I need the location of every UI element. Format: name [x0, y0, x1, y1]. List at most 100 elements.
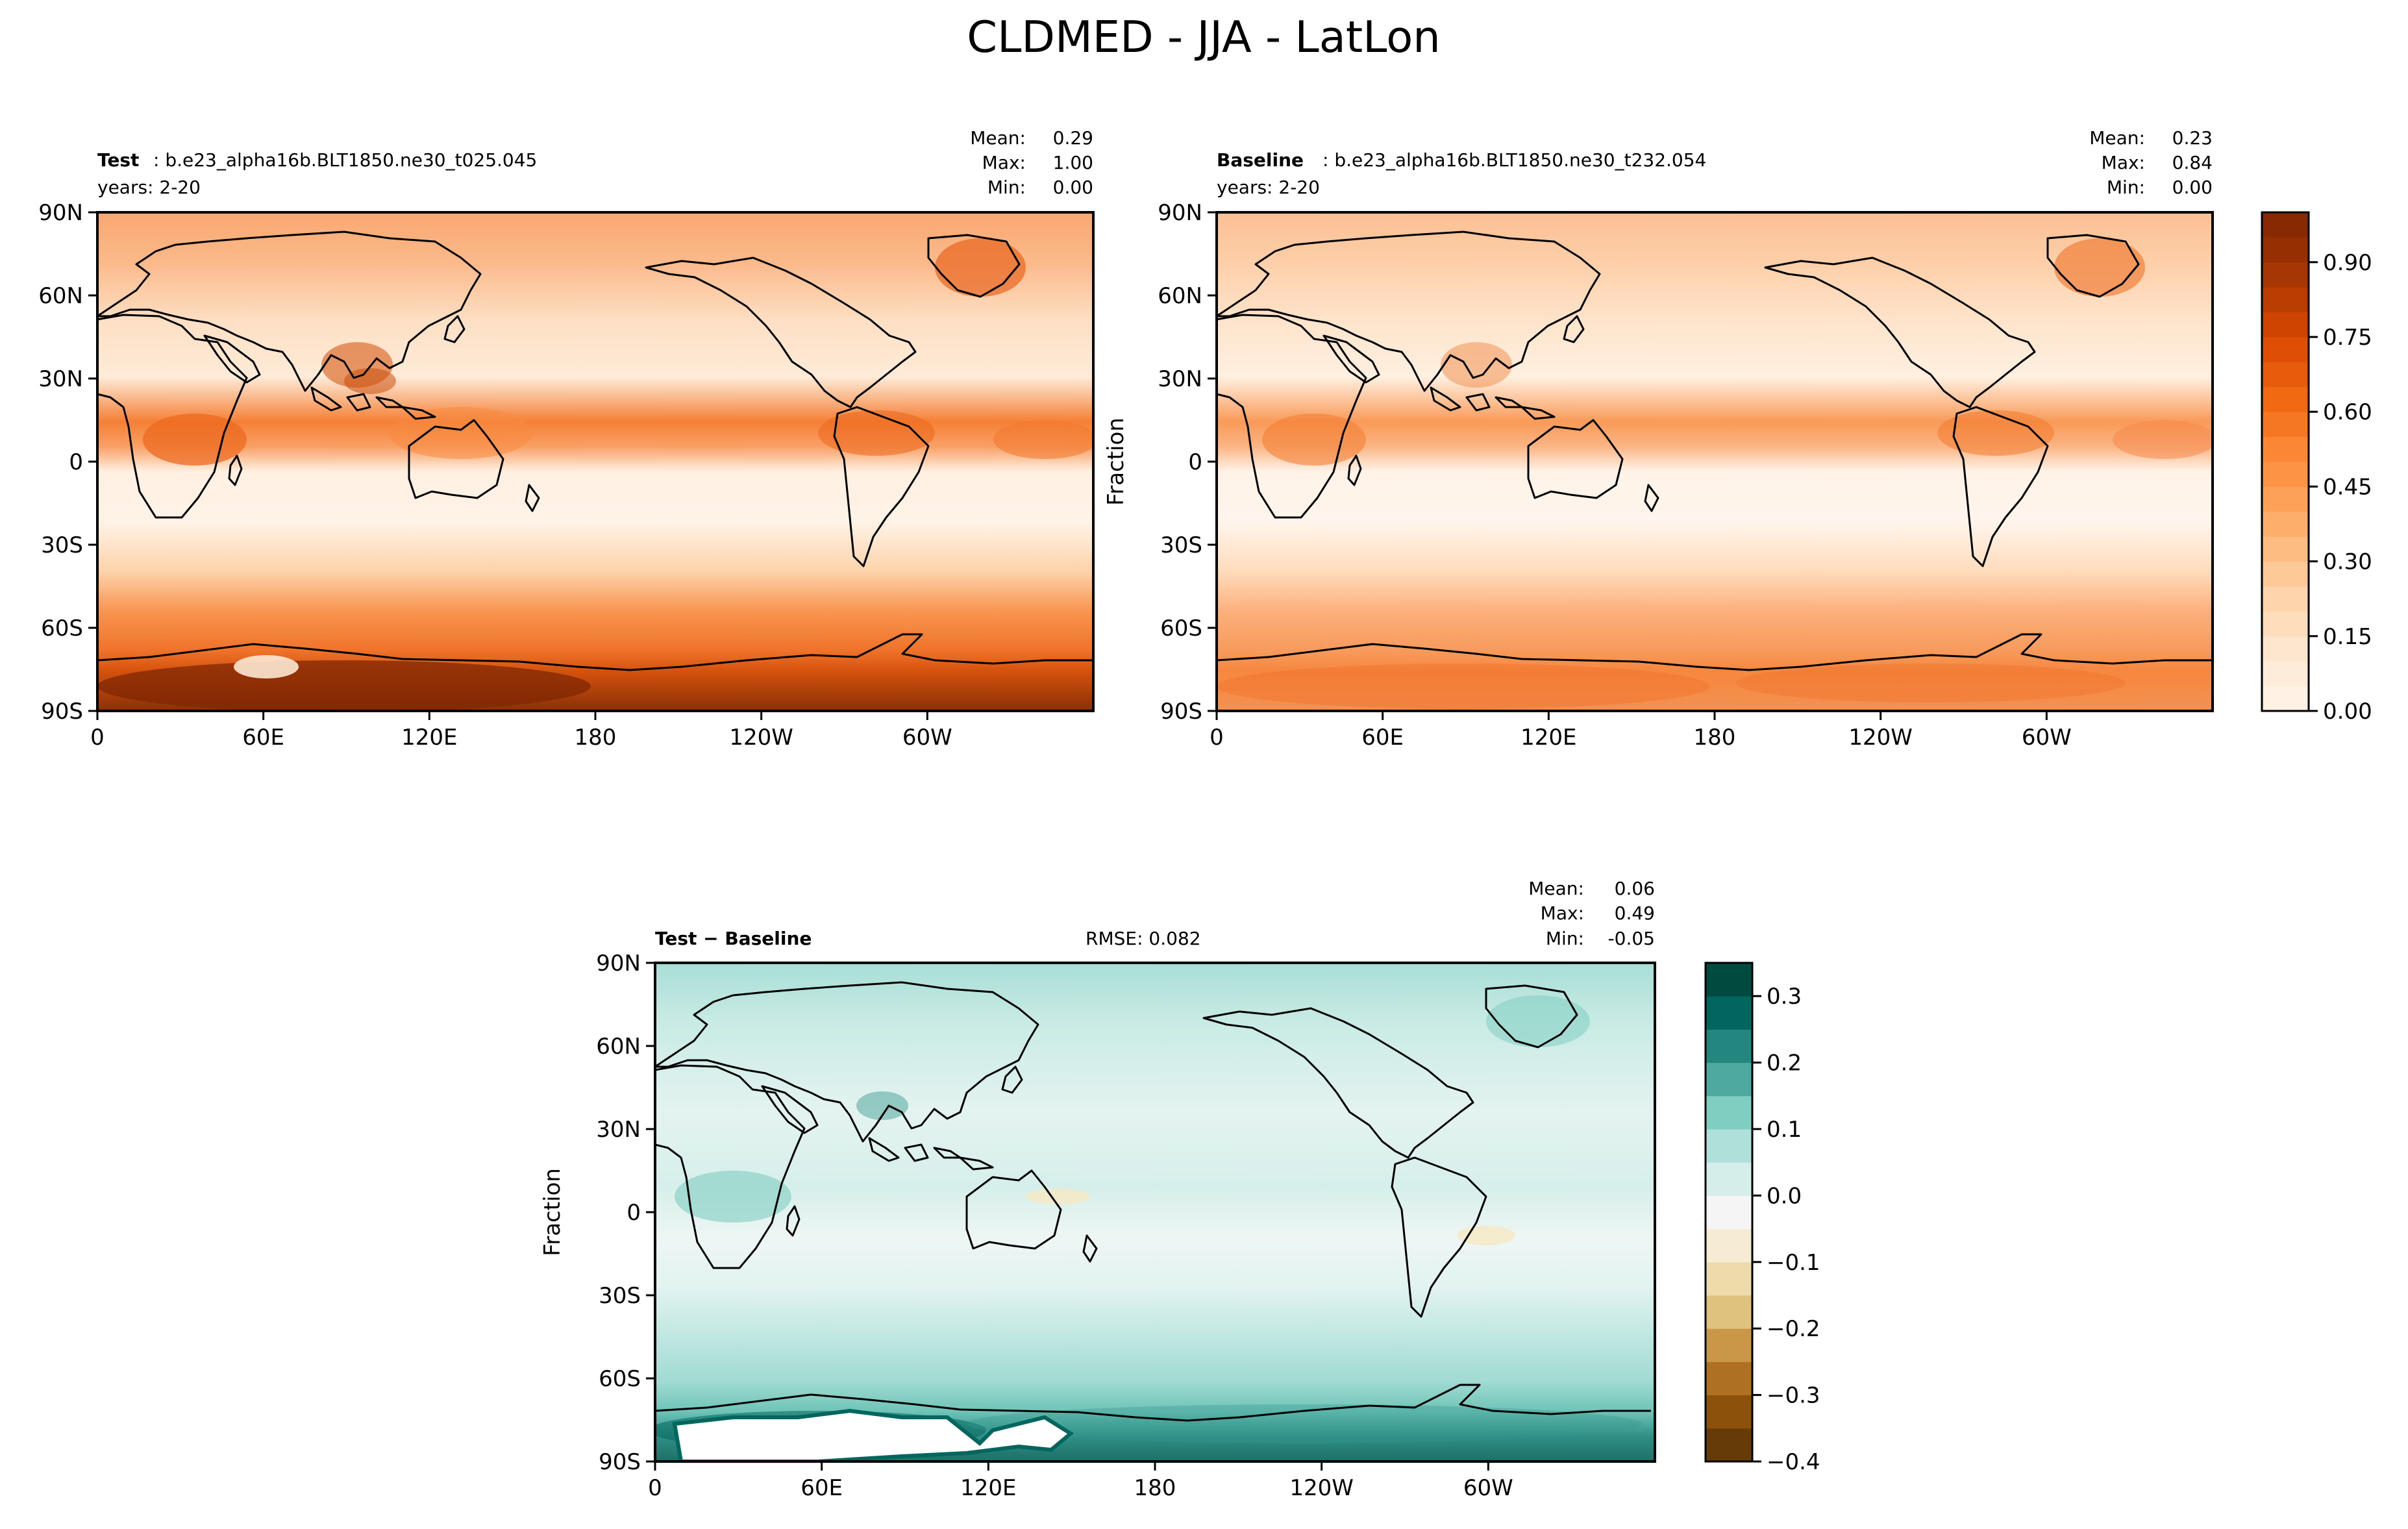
x-tick-label: 180 — [1134, 1475, 1176, 1501]
baseline-ylabel: Fraction — [1103, 417, 1129, 506]
colorbar-level — [1706, 1262, 1752, 1296]
x-tick-label: 60W — [2022, 725, 2072, 751]
baseline-mean-label: Mean: — [2089, 127, 2145, 149]
colorbar-level — [2262, 412, 2309, 438]
difference-min-label: Min: — [1546, 928, 1584, 949]
colorbar-tick-label: 0.1 — [1767, 1117, 1802, 1143]
colorbar-level — [2262, 212, 2309, 238]
baseline-min-label: Min: — [2107, 177, 2145, 198]
y-tick-label: 0 — [1188, 449, 1202, 475]
colorbar-tick-label: 0.2 — [1767, 1050, 1802, 1076]
colorbar-level — [2262, 686, 2309, 712]
y-tick-label: 0 — [627, 1200, 641, 1226]
test-min-label: Min: — [987, 177, 1026, 198]
test-max-label: Max: — [982, 152, 1026, 173]
colorbar-level — [1706, 1328, 1752, 1362]
colorbar-tick-label: 0.45 — [2323, 474, 2372, 500]
colorbar-tick-label: 0.00 — [2323, 699, 2372, 725]
y-tick-label: 90N — [1158, 200, 1202, 226]
y-tick-label: 60S — [1160, 615, 1202, 641]
x-tick-label: 120E — [401, 725, 457, 751]
x-tick-label: 60E — [1361, 725, 1404, 751]
x-tick-label: 60E — [801, 1475, 843, 1501]
colorbar-level — [1706, 1062, 1752, 1097]
colorbar-tick-label: 0.15 — [2323, 624, 2372, 650]
x-tick-label: 0 — [1210, 725, 1224, 751]
y-tick-label: 30N — [38, 366, 83, 392]
panel-test: Test : b.e23_alpha16b.BLT1850.ne30_t025.… — [38, 127, 1095, 751]
y-tick-label: 0 — [69, 449, 83, 475]
difference-max-value: 0.49 — [1615, 902, 1655, 924]
y-tick-label: 30S — [41, 532, 83, 558]
colorbar-level — [2262, 362, 2309, 388]
colorbar-tick-label: 0.60 — [2323, 399, 2372, 425]
difference-mean-label: Mean: — [1528, 878, 1584, 899]
colorbar-level — [1706, 1395, 1752, 1429]
y-tick-label: 30N — [1158, 366, 1202, 392]
colorbar-tick-label: −0.2 — [1767, 1316, 1820, 1342]
colorbar-tick-label: 0.30 — [2323, 549, 2372, 575]
baseline-max-value: 0.84 — [2172, 152, 2213, 173]
colorbar-level — [2262, 611, 2309, 637]
colorbar-level — [1706, 1029, 1752, 1063]
y-tick-label: 30N — [596, 1117, 641, 1143]
baseline-years: years: 2-20 — [1217, 177, 1320, 198]
baseline-stats: Mean: 0.23 Max: 0.84 Min: 0.00 — [2089, 127, 2213, 198]
colorbar-level — [2262, 312, 2309, 338]
colorbar-level — [2262, 636, 2309, 662]
x-tick-label: 180 — [1694, 725, 1736, 751]
test-label-text: : b.e23_alpha16b.BLT1850.ne30_t025.045 — [153, 149, 537, 171]
panel-baseline: Baseline : b.e23_alpha16b.BLT1850.ne30_t… — [1103, 127, 2214, 751]
colorbar-fraction: 0.00 0.15 0.30 0.45 0.60 0.75 0.90 — [2261, 211, 2372, 725]
colorbar-level — [2262, 561, 2309, 587]
y-tick-label: 60N — [1158, 283, 1202, 309]
test-map-field — [97, 212, 1093, 711]
colorbar-level — [1706, 1361, 1752, 1396]
y-tick-label: 90N — [38, 200, 83, 226]
colorbar-level — [2262, 536, 2309, 562]
y-tick-label: 90S — [41, 699, 83, 725]
colorbar-frame — [2261, 211, 2310, 712]
difference-missing-region — [672, 1408, 1074, 1461]
y-tick-label: 30S — [1160, 532, 1202, 558]
difference-rmse: RMSE: 0.082 — [1086, 928, 1201, 949]
baseline-label-text: : b.e23_alpha16b.BLT1850.ne30_t232.054 — [1322, 149, 1706, 171]
x-tick-label: 60W — [902, 725, 952, 751]
colorbar-level — [1706, 1428, 1752, 1462]
colorbar-tick-label: 0.0 — [1767, 1183, 1802, 1209]
baseline-mean-value: 0.23 — [2172, 127, 2213, 149]
y-tick-label: 60N — [596, 1034, 641, 1060]
colorbar-level — [1706, 1129, 1752, 1163]
y-tick-label: 30S — [599, 1283, 641, 1309]
colorbar-difference: 0.3 0.2 0.1 0.0 −0.1 −0.2 −0.3 −0.4 — [1704, 962, 1820, 1475]
colorbar-frame — [1704, 962, 1754, 1463]
colorbar-level — [2262, 462, 2309, 487]
x-tick-label: 120W — [1848, 725, 1913, 751]
figure-title: CLDMED - JJA - LatLon — [967, 12, 1440, 62]
colorbar-level — [2262, 237, 2309, 263]
test-mean-label: Mean: — [970, 127, 1026, 149]
colorbar-level — [2262, 511, 2309, 537]
colorbar-level — [1706, 1295, 1752, 1329]
x-tick-label: 60E — [242, 725, 284, 751]
colorbar-level — [1706, 963, 1752, 997]
baseline-map-field — [1217, 212, 2213, 711]
test-label-bold: Test — [97, 149, 139, 171]
x-tick-label: 120E — [1521, 725, 1576, 751]
colorbar-tick-label: 0.3 — [1767, 984, 1802, 1010]
colorbar-level — [1706, 996, 1752, 1030]
colorbar-level — [1706, 1195, 1752, 1230]
x-tick-label: 120E — [960, 1475, 1016, 1501]
test-min-value: 0.00 — [1053, 177, 1093, 198]
difference-ylabel: Fraction — [540, 1168, 565, 1256]
y-tick-label: 60S — [41, 615, 83, 641]
colorbar-level — [2262, 436, 2309, 462]
y-tick-label: 90S — [599, 1449, 641, 1475]
colorbar-level — [2262, 337, 2309, 362]
baseline-label-bold: Baseline — [1217, 149, 1304, 171]
panel-difference: Test − Baseline RMSE: 0.082 Mean: 0.06 M… — [540, 878, 1656, 1501]
x-tick-label: 0 — [90, 725, 105, 751]
colorbar-level — [2262, 661, 2309, 687]
colorbar-level — [2262, 386, 2309, 412]
colorbar-tick-label: 0.90 — [2323, 250, 2372, 276]
